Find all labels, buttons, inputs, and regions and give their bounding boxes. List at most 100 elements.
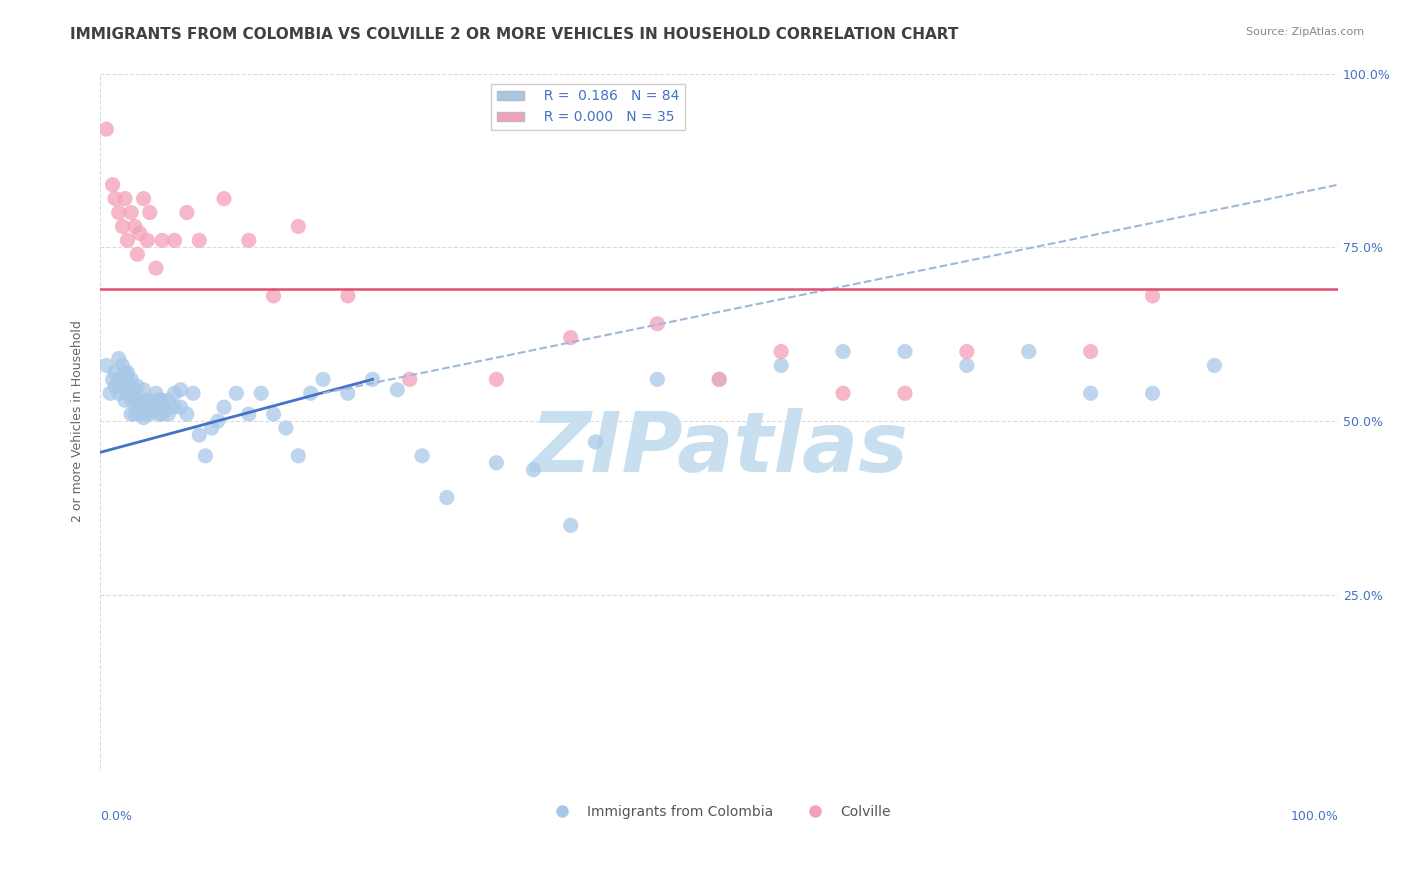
Point xyxy=(336,289,359,303)
Point xyxy=(163,400,186,414)
Point xyxy=(157,393,180,408)
Point xyxy=(153,403,176,417)
Point xyxy=(263,407,285,421)
Point xyxy=(560,331,582,345)
Point xyxy=(709,372,731,386)
Point xyxy=(1080,386,1102,401)
Point xyxy=(104,365,127,379)
Point xyxy=(117,386,139,401)
Point xyxy=(894,344,917,359)
Point xyxy=(117,372,139,386)
Point xyxy=(96,122,118,136)
Text: Source: ZipAtlas.com: Source: ZipAtlas.com xyxy=(1246,27,1364,37)
Point xyxy=(132,192,155,206)
Point xyxy=(150,393,173,408)
Point xyxy=(1204,359,1226,373)
Point xyxy=(361,372,384,386)
Point xyxy=(107,351,129,366)
Point xyxy=(832,344,855,359)
Point xyxy=(107,386,129,401)
Y-axis label: 2 or more Vehicles in Household: 2 or more Vehicles in Household xyxy=(72,320,84,522)
Point xyxy=(96,359,118,373)
Point xyxy=(117,365,139,379)
Point xyxy=(120,205,142,219)
Point xyxy=(127,247,149,261)
Point xyxy=(583,434,606,449)
Point xyxy=(114,365,136,379)
Point xyxy=(114,393,136,408)
Point xyxy=(124,383,146,397)
Point xyxy=(107,372,129,386)
Point xyxy=(145,386,167,401)
Point xyxy=(120,372,142,386)
Point xyxy=(238,233,260,247)
Point xyxy=(387,383,409,397)
Point xyxy=(170,400,193,414)
Point xyxy=(188,428,211,442)
Point xyxy=(194,449,217,463)
Point xyxy=(176,407,198,421)
Point xyxy=(250,386,273,401)
Point xyxy=(212,192,235,206)
Point xyxy=(111,359,134,373)
Point xyxy=(522,463,544,477)
Point xyxy=(312,372,335,386)
Point xyxy=(149,407,172,421)
Point xyxy=(647,372,669,386)
Point xyxy=(287,449,309,463)
Point xyxy=(114,379,136,393)
Point xyxy=(101,178,124,192)
Point xyxy=(188,233,211,247)
Point xyxy=(138,393,160,408)
Point xyxy=(770,344,793,359)
Point xyxy=(114,372,136,386)
Point xyxy=(1142,386,1164,401)
Point xyxy=(212,400,235,414)
Point xyxy=(485,372,508,386)
Point xyxy=(287,219,309,234)
Point xyxy=(120,407,142,421)
Point xyxy=(170,383,193,397)
Point xyxy=(647,317,669,331)
Point xyxy=(149,393,172,408)
Point xyxy=(107,205,129,219)
Point xyxy=(127,403,149,417)
Point xyxy=(1018,344,1040,359)
Point xyxy=(104,379,127,393)
Point xyxy=(141,403,163,417)
Point xyxy=(1080,344,1102,359)
Point xyxy=(128,407,150,421)
Point xyxy=(132,410,155,425)
Point xyxy=(956,344,979,359)
Point xyxy=(120,383,142,397)
Point xyxy=(207,414,229,428)
Point xyxy=(770,359,793,373)
Point xyxy=(181,386,204,401)
Point xyxy=(128,393,150,408)
Point xyxy=(150,233,173,247)
Point xyxy=(114,192,136,206)
Point xyxy=(956,359,979,373)
Point xyxy=(299,386,322,401)
Point xyxy=(124,393,146,408)
Point xyxy=(132,397,155,411)
Point xyxy=(145,261,167,276)
Point xyxy=(163,386,186,401)
Point xyxy=(560,518,582,533)
Point xyxy=(136,233,159,247)
Point xyxy=(111,379,134,393)
Point xyxy=(132,383,155,397)
Point xyxy=(201,421,224,435)
Point xyxy=(263,289,285,303)
Point xyxy=(485,456,508,470)
Point xyxy=(225,386,247,401)
Point xyxy=(117,233,139,247)
Point xyxy=(163,233,186,247)
Point xyxy=(136,393,159,408)
Legend: Immigrants from Colombia, Colville: Immigrants from Colombia, Colville xyxy=(543,799,896,824)
Point xyxy=(138,407,160,421)
Point xyxy=(111,219,134,234)
Point xyxy=(176,205,198,219)
Point xyxy=(98,386,121,401)
Point xyxy=(101,372,124,386)
